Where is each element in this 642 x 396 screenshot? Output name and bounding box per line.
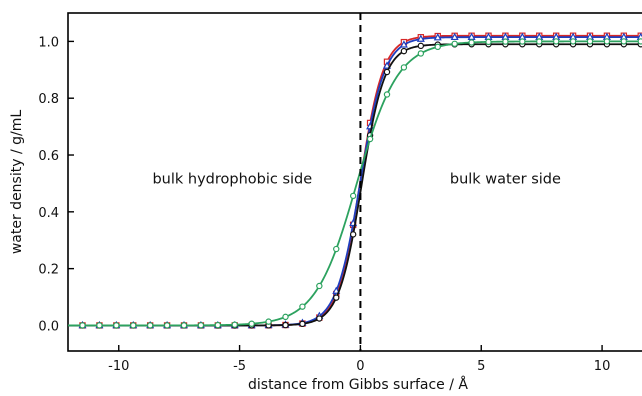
data-point xyxy=(265,318,272,325)
y-tick-label: 0.0 xyxy=(38,319,59,334)
data-point xyxy=(197,322,205,329)
data-point xyxy=(468,39,475,46)
data-point xyxy=(316,282,323,290)
data-point xyxy=(163,322,171,329)
data-point xyxy=(536,38,543,45)
y-tick-label: 0.6 xyxy=(38,149,59,164)
data-point xyxy=(96,322,103,329)
data-point xyxy=(620,38,628,45)
data-point xyxy=(552,38,560,45)
data-point xyxy=(400,64,408,71)
data-point xyxy=(417,42,425,50)
data-point xyxy=(434,43,441,51)
data-point xyxy=(299,320,306,328)
data-point xyxy=(130,322,137,329)
x-tick-label: 5 xyxy=(477,359,485,374)
data-point xyxy=(502,38,509,45)
data-point xyxy=(382,61,392,69)
data-point xyxy=(366,135,374,143)
y-tick-label: 0.8 xyxy=(38,92,59,107)
data-point xyxy=(416,34,425,42)
x-tick-label: -10 xyxy=(108,359,129,374)
data-point xyxy=(450,32,459,41)
data-point xyxy=(282,321,289,329)
y-tick-label: 0.2 xyxy=(38,263,59,278)
data-point xyxy=(333,294,340,301)
data-point xyxy=(349,192,357,200)
data-point xyxy=(383,91,391,98)
data-point xyxy=(299,303,306,310)
data-point xyxy=(316,315,323,322)
plot-frame xyxy=(67,12,642,352)
data-point xyxy=(282,313,289,321)
annotation-bulk-water-side: bulk water side xyxy=(450,171,561,187)
data-point xyxy=(569,38,577,45)
data-point xyxy=(180,322,188,329)
data-point xyxy=(586,38,594,45)
data-point xyxy=(603,38,611,45)
data-point xyxy=(79,322,86,329)
data-point xyxy=(333,245,340,253)
data-point xyxy=(519,38,526,45)
x-tick-label: 0 xyxy=(356,359,364,374)
x-tick-label: -5 xyxy=(233,359,246,374)
data-point xyxy=(146,322,154,329)
data-point xyxy=(485,38,492,46)
annotation-bulk-hydrophobic-side: bulk hydrophobic side xyxy=(152,171,312,187)
data-point xyxy=(451,40,458,48)
data-point xyxy=(231,321,238,328)
data-point xyxy=(349,231,357,238)
data-point xyxy=(400,47,408,55)
y-tick-label: 0.4 xyxy=(38,206,59,221)
x-axis-label: distance from Gibbs surface / Å xyxy=(248,376,468,393)
data-point xyxy=(113,322,120,329)
data-point xyxy=(383,68,391,76)
data-point xyxy=(637,38,642,45)
y-axis-label: water density / g/mL xyxy=(9,110,25,255)
data-point xyxy=(433,33,442,41)
x-tick-label: 10 xyxy=(594,359,611,374)
data-point xyxy=(399,40,408,48)
data-point xyxy=(417,50,425,57)
y-tick-label: 1.0 xyxy=(38,35,59,50)
series-3 xyxy=(68,38,642,329)
data-point xyxy=(214,321,222,329)
data-point xyxy=(248,320,255,327)
